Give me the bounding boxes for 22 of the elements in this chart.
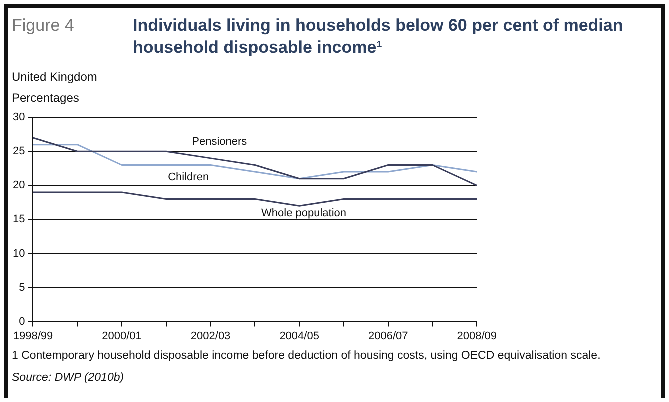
series-label: Pensioners — [192, 136, 248, 148]
series-label: Whole population — [261, 207, 347, 220]
source-note: Source: DWP (2010b) — [12, 372, 124, 384]
y-tick-label: 20 — [12, 180, 26, 192]
y-tick-label: 25 — [12, 146, 26, 158]
y-tick-label: 0 — [19, 316, 26, 328]
y-tick-label: 30 — [12, 112, 26, 124]
x-tick-label: 2002/03 — [190, 330, 231, 342]
x-tick-label: 1998/99 — [13, 330, 54, 342]
y-tick-label: 5 — [19, 282, 26, 294]
chart-title: Individuals living in households below 60 per cent of median household disposable income¹ — [133, 15, 624, 59]
caption: Figure 4 — [12, 16, 74, 36]
y-tick-label: 15 — [12, 214, 26, 226]
text: 1 Contemporary household disposable income before deduction of housing costs, using OECD equivalisation scale. — [12, 350, 601, 362]
series-label: Children — [168, 171, 210, 184]
y-axis-title: Percentages — [12, 91, 80, 105]
x-tick-label: 2004/05 — [280, 330, 320, 342]
x-tick-label: 2000/01 — [102, 330, 142, 342]
chart-subtitle: United Kingdom — [12, 70, 98, 84]
y-tick-label: 10 — [12, 248, 26, 260]
x-tick-label: 2008/09 — [457, 330, 497, 342]
x-tick-label: 2006/07 — [368, 330, 408, 342]
